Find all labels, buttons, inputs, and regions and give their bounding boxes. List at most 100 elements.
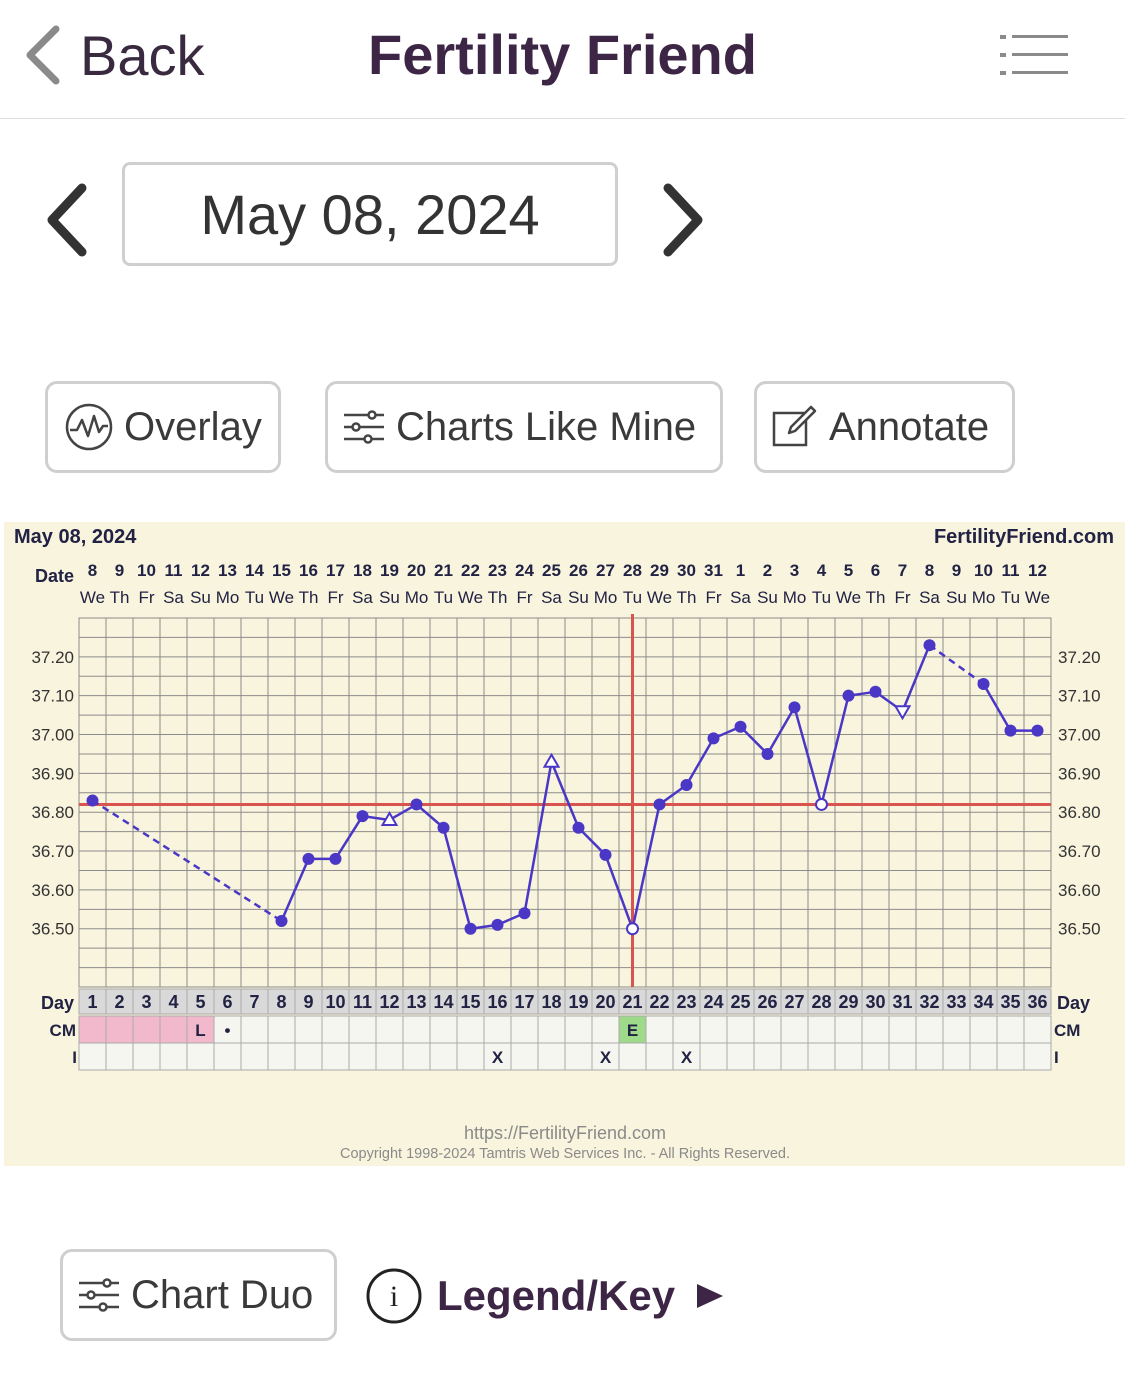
- legend-key-label: Legend/Key: [437, 1272, 676, 1319]
- date-navigator: May 08, 2024: [0, 162, 1125, 272]
- date-tick-label: 9: [115, 561, 124, 580]
- edit-note-icon: [772, 405, 817, 447]
- day-number: 23: [676, 992, 696, 1012]
- date-tick-label: 2: [763, 561, 772, 580]
- temperature-line-segment: [982, 683, 1012, 732]
- day-number: 25: [730, 992, 750, 1012]
- date-tick-label: 25: [542, 561, 561, 580]
- i-cell: [699, 1042, 728, 1071]
- date-tick-label: 27: [596, 561, 615, 580]
- i-cell: [375, 1042, 404, 1071]
- day-cell: [456, 988, 485, 1015]
- weekday-tick-label: Th: [110, 588, 130, 607]
- temperature-point: [1004, 724, 1017, 737]
- temperature-point: [437, 821, 450, 834]
- weekday-tick-label: Fr: [327, 588, 343, 607]
- cm-cell: [645, 1015, 674, 1044]
- i-cell: [1023, 1042, 1052, 1071]
- next-date-button[interactable]: [652, 180, 712, 260]
- cm-cell: [726, 1015, 755, 1044]
- i-cell: [321, 1042, 350, 1071]
- temperature-point-open: [626, 922, 639, 936]
- day-number: 27: [784, 992, 804, 1012]
- day-number: 32: [919, 992, 939, 1012]
- day-number: 35: [1000, 992, 1020, 1012]
- day-number: 22: [649, 992, 669, 1012]
- date-tick-label: 8: [88, 561, 97, 580]
- day-cell: [132, 988, 161, 1015]
- cm-cell: [618, 1015, 647, 1044]
- waveform-circle-icon: [65, 403, 113, 451]
- temperature-point: [86, 794, 99, 807]
- cm-row-label-right: CM: [1054, 1021, 1080, 1040]
- temperature-point: [761, 747, 774, 760]
- day-number: 19: [568, 992, 588, 1012]
- cm-cell: [915, 1015, 944, 1044]
- day-cell: [483, 988, 512, 1015]
- y-tick-label-right: 37.00: [1058, 726, 1101, 745]
- charts-like-mine-button[interactable]: Charts Like Mine: [325, 381, 723, 473]
- cm-cell: [780, 1015, 809, 1044]
- date-tick-label: 6: [871, 561, 880, 580]
- day-row-label-right: Day: [1057, 993, 1090, 1013]
- i-cell: [213, 1042, 242, 1071]
- day-cell: [213, 988, 242, 1015]
- date-tick-label: 5: [844, 561, 853, 580]
- cm-cell: [888, 1015, 917, 1044]
- chart-duo-button[interactable]: Chart Duo: [60, 1249, 337, 1341]
- i-row-label: I: [72, 1048, 77, 1067]
- y-tick-label-right: 36.80: [1058, 803, 1101, 822]
- day-cell: [996, 988, 1025, 1015]
- date-tick-label: 28: [623, 561, 642, 580]
- annotate-label: Annotate: [829, 404, 990, 449]
- chart-duo-label: Chart Duo: [131, 1272, 314, 1317]
- cm-cell: [537, 1015, 566, 1044]
- day-number: 1: [87, 992, 97, 1012]
- temperature-point-triangle: [542, 752, 561, 768]
- cm-cell: [78, 1015, 107, 1044]
- cm-cell: [456, 1015, 485, 1044]
- day-number: 5: [195, 992, 205, 1012]
- weekday-tick-label: We: [458, 588, 483, 607]
- i-cell: [591, 1042, 620, 1071]
- back-button[interactable]: Back: [22, 20, 205, 90]
- day-cell: [105, 988, 134, 1015]
- i-cell: [186, 1042, 215, 1071]
- weekday-tick-label: Su: [568, 588, 589, 607]
- day-cell: [861, 988, 890, 1015]
- temperature-line-segment: [793, 707, 823, 805]
- cm-row-label: CM: [50, 1021, 76, 1040]
- i-cell: [105, 1042, 134, 1071]
- day-cell: [267, 988, 296, 1015]
- date-tick-label: 16: [299, 561, 318, 580]
- cm-cell: [402, 1015, 431, 1044]
- i-cell: [429, 1042, 458, 1071]
- date-tick-label: 23: [488, 561, 507, 580]
- weekday-tick-label: Tu: [245, 588, 264, 607]
- legend-key-link[interactable]: i Legend/Key: [365, 1266, 731, 1326]
- date-tick-label: 21: [434, 561, 453, 580]
- weekday-tick-label: Tu: [1001, 588, 1020, 607]
- previous-date-button[interactable]: [40, 180, 100, 260]
- temperature-line-segment: [604, 854, 634, 930]
- day-number: 16: [487, 992, 507, 1012]
- date-tick-label: 13: [218, 561, 237, 580]
- weekday-tick-label: We: [1025, 588, 1050, 607]
- overlay-button[interactable]: Overlay: [45, 381, 281, 473]
- i-cell: [537, 1042, 566, 1071]
- day-cell: [1023, 988, 1052, 1015]
- y-tick-label-right: 37.10: [1058, 687, 1101, 706]
- date-display-field[interactable]: May 08, 2024: [122, 162, 618, 266]
- date-tick-label: 29: [650, 561, 669, 580]
- svg-text:i: i: [390, 1280, 398, 1313]
- temperature-line-segment: [901, 644, 931, 712]
- y-tick-label-left: 37.00: [31, 726, 74, 745]
- day-cell: [942, 988, 971, 1015]
- weekday-tick-label: Th: [488, 588, 508, 607]
- annotate-button[interactable]: Annotate: [754, 381, 1015, 473]
- temperature-point: [464, 922, 477, 935]
- y-tick-label-right: 37.20: [1058, 648, 1101, 667]
- day-cell: [888, 988, 917, 1015]
- list-menu-button[interactable]: [1000, 32, 1070, 78]
- cm-cell: [834, 1015, 863, 1044]
